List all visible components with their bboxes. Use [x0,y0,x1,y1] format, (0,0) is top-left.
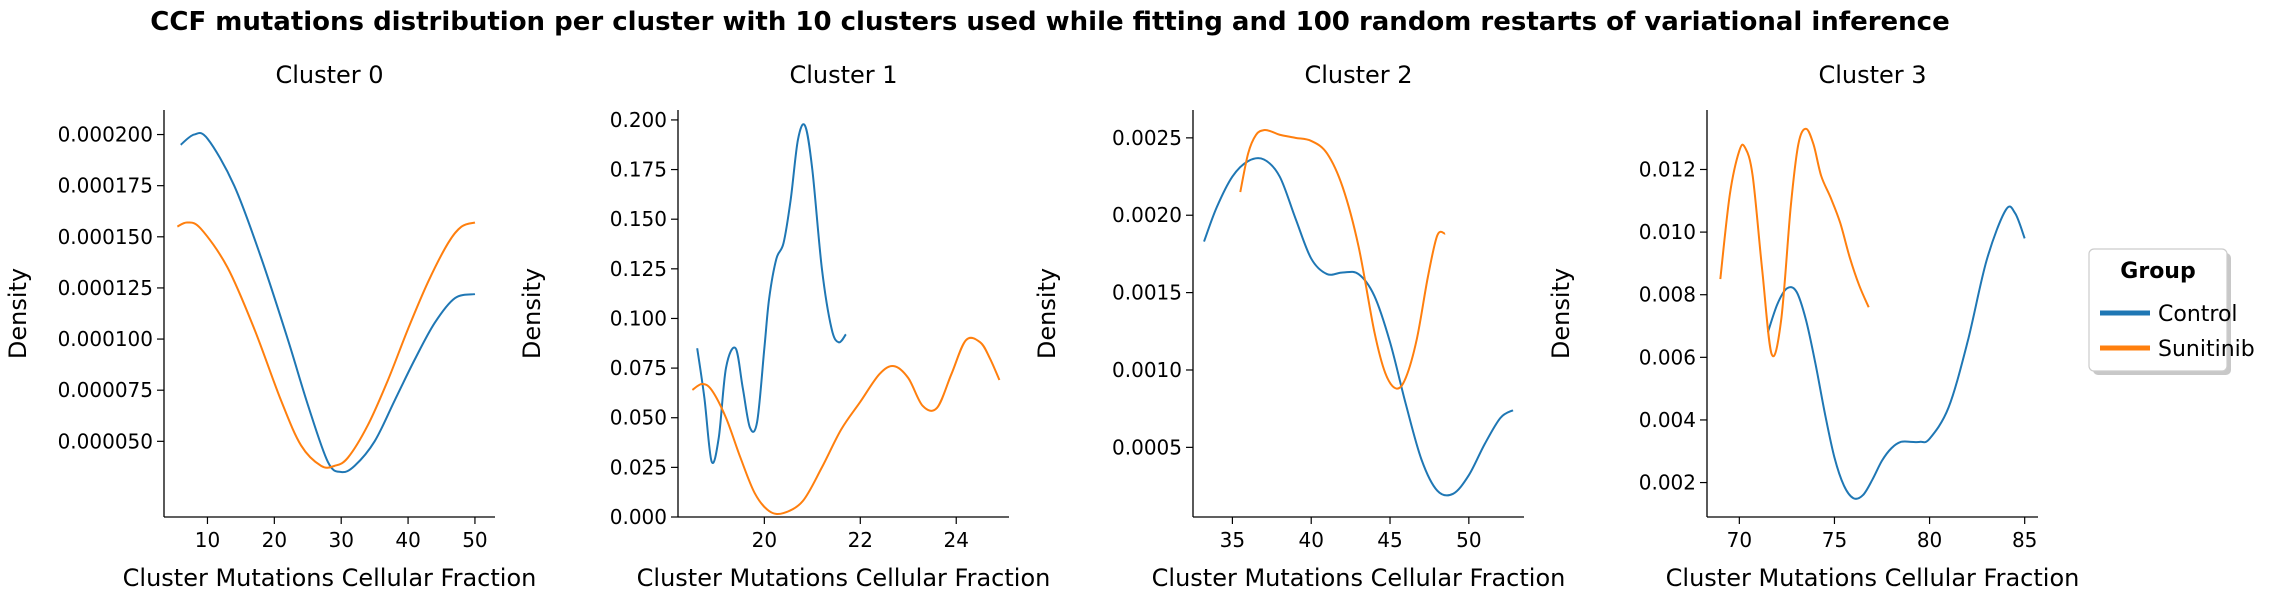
y-tick-label: 0.000175 [58,174,153,198]
x-tick-label: 50 [462,528,487,552]
x-axis-label: Cluster Mutations Cellular Fraction [1152,564,1566,592]
x-tick-label: 10 [195,528,220,552]
y-tick-label: 0.010 [1639,220,1696,244]
x-tick-label: 40 [1298,528,1323,552]
panel-cluster-0: 10 20 30 40 50 0.000050 0.000075 0.000100 0.0001… [4,61,536,592]
x-tick-label: 75 [1822,528,1847,552]
x-axis-label: Cluster Mutations Cellular Fraction [123,564,537,592]
legend: Group Control Sunitinib [2088,248,2255,375]
x-axis-label: Cluster Mutations Cellular Fraction [637,564,1051,592]
y-tick-label: 0.000050 [58,429,153,453]
legend-title: Group [2120,259,2195,284]
x-tick-label: 30 [328,528,353,552]
panel-title: Cluster 3 [1818,61,1926,89]
series-line-control [1766,205,2026,500]
y-tick-label: 0.000200 [58,123,153,147]
x-tick-label: 70 [1727,528,1752,552]
y-tick-label: 0.008 [1639,283,1696,307]
y-tick-label: 0.075 [610,356,667,380]
x-tick-label: 20 [262,528,287,552]
y-axis-label: Density [1547,268,1575,359]
series-line-control [696,123,847,464]
y-tick-label: 0.0020 [1112,203,1182,227]
figure-title: CCF mutations distribution per cluster w… [150,7,1949,37]
y-tick-label: 0.0005 [1112,435,1182,459]
y-tick-label: 0.006 [1639,345,1696,369]
x-tick-label: 20 [752,528,777,552]
x-tick-label: 35 [1220,528,1245,552]
panel-cluster-1: 20 22 24 0.000 0.025 0.050 0.075 0.100 0.125 0.15… [518,61,1050,592]
y-axis-label: Density [1033,268,1061,359]
x-tick-label: 85 [2012,528,2037,552]
chart-panels: 10 20 30 40 50 0.000050 0.000075 0.000100 0.0001… [4,61,2079,592]
y-tick-label: 0.002 [1639,471,1696,495]
y-tick-label: 0.012 [1639,157,1696,181]
series-line-control [1203,157,1514,497]
y-tick-label: 0.000075 [58,378,153,402]
y-tick-label: 0.000100 [58,327,153,351]
y-tick-label: 0.100 [610,306,667,330]
legend-box [2088,248,2228,372]
panel-cluster-2: 35 40 45 50 0.0005 0.0010 0.0015 0.0020 0.0025 Cl… [1033,61,1565,592]
series-line-sunitinib [691,336,1001,515]
y-tick-label: 0.175 [610,158,667,182]
x-tick-label: 50 [1456,528,1481,552]
x-tick-label: 45 [1377,528,1402,552]
panel-title: Cluster 0 [275,61,383,89]
series-line-control [180,132,476,474]
legend-label-control: Control [2158,302,2238,327]
legend-label-sunitinib: Sunitinib [2158,337,2255,362]
series-line-sunitinib [176,221,476,469]
y-tick-label: 0.0015 [1112,281,1182,305]
y-tick-label: 0.0025 [1112,126,1182,150]
x-tick-label: 40 [395,528,420,552]
y-tick-label: 0.025 [610,455,667,479]
panel-cluster-3: 70 75 80 85 0.002 0.004 0.006 0.008 0.010 0.012 Cl… [1547,61,2079,592]
series-line-sunitinib [1719,127,1870,358]
y-tick-label: 0.000125 [58,276,153,300]
y-tick-label: 0.004 [1639,408,1696,432]
x-tick-label: 22 [848,528,873,552]
series-line-sunitinib [1239,129,1446,390]
y-axis-label: Density [518,268,546,359]
y-tick-label: 0.0010 [1112,358,1182,382]
y-axis-label: Density [4,268,32,359]
y-tick-label: 0.050 [610,406,667,430]
y-tick-label: 0.150 [610,207,667,231]
panel-title: Cluster 2 [1304,61,1412,89]
x-tick-label: 24 [944,528,969,552]
x-tick-label: 80 [1917,528,1942,552]
x-axis-label: Cluster Mutations Cellular Fraction [1666,564,2080,592]
y-tick-label: 0.125 [610,257,667,281]
y-tick-label: 0.200 [610,108,667,132]
y-tick-label: 0.000150 [58,225,153,249]
panel-title: Cluster 1 [789,61,897,89]
y-tick-label: 0.000 [610,505,667,529]
